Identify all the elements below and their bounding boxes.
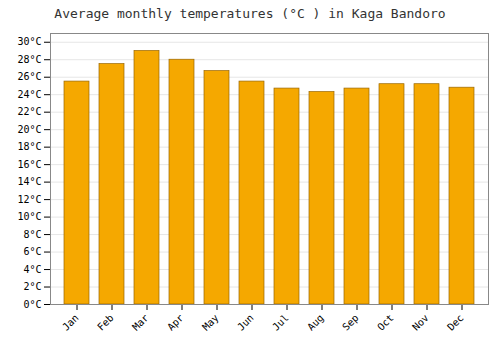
svg-text:Jun: Jun: [235, 312, 256, 333]
svg-text:20°C: 20°C: [17, 124, 41, 135]
svg-text:18°C: 18°C: [17, 141, 41, 152]
svg-text:Apr: Apr: [165, 312, 186, 333]
svg-text:Jul: Jul: [270, 312, 291, 333]
svg-text:10°C: 10°C: [17, 211, 41, 222]
svg-text:Mar: Mar: [130, 312, 151, 333]
svg-text:8°C: 8°C: [23, 229, 41, 240]
svg-text:26°C: 26°C: [17, 71, 41, 82]
svg-text:16°C: 16°C: [17, 159, 41, 170]
html-text:Average monthly temperatures (: Average monthly temperatures (°C ) in Ka…: [54, 6, 446, 21]
svg-text:14°C: 14°C: [17, 176, 41, 187]
svg-text:Jan: Jan: [60, 312, 81, 333]
svg-text:12°C: 12°C: [17, 194, 41, 205]
svg-text:4°C: 4°C: [23, 264, 41, 275]
svg-text:30°C: 30°C: [17, 36, 41, 47]
svg-text:2°C: 2°C: [23, 281, 41, 292]
svg-text:Oct: Oct: [375, 312, 396, 333]
svg-text:0°C: 0°C: [23, 299, 41, 310]
svg-text:May: May: [200, 312, 221, 333]
svg-text:24°C: 24°C: [17, 89, 41, 100]
svg-text:Feb: Feb: [95, 312, 116, 333]
svg-text:22°C: 22°C: [17, 106, 41, 117]
svg-text:Aug: Aug: [305, 312, 326, 333]
svg-text:Nov: Nov: [410, 312, 431, 333]
svg-text:28°C: 28°C: [17, 54, 41, 65]
svg-text:Dec: Dec: [445, 312, 466, 333]
svg-text:Sep: Sep: [340, 312, 361, 333]
svg-text:6°C: 6°C: [23, 246, 41, 257]
